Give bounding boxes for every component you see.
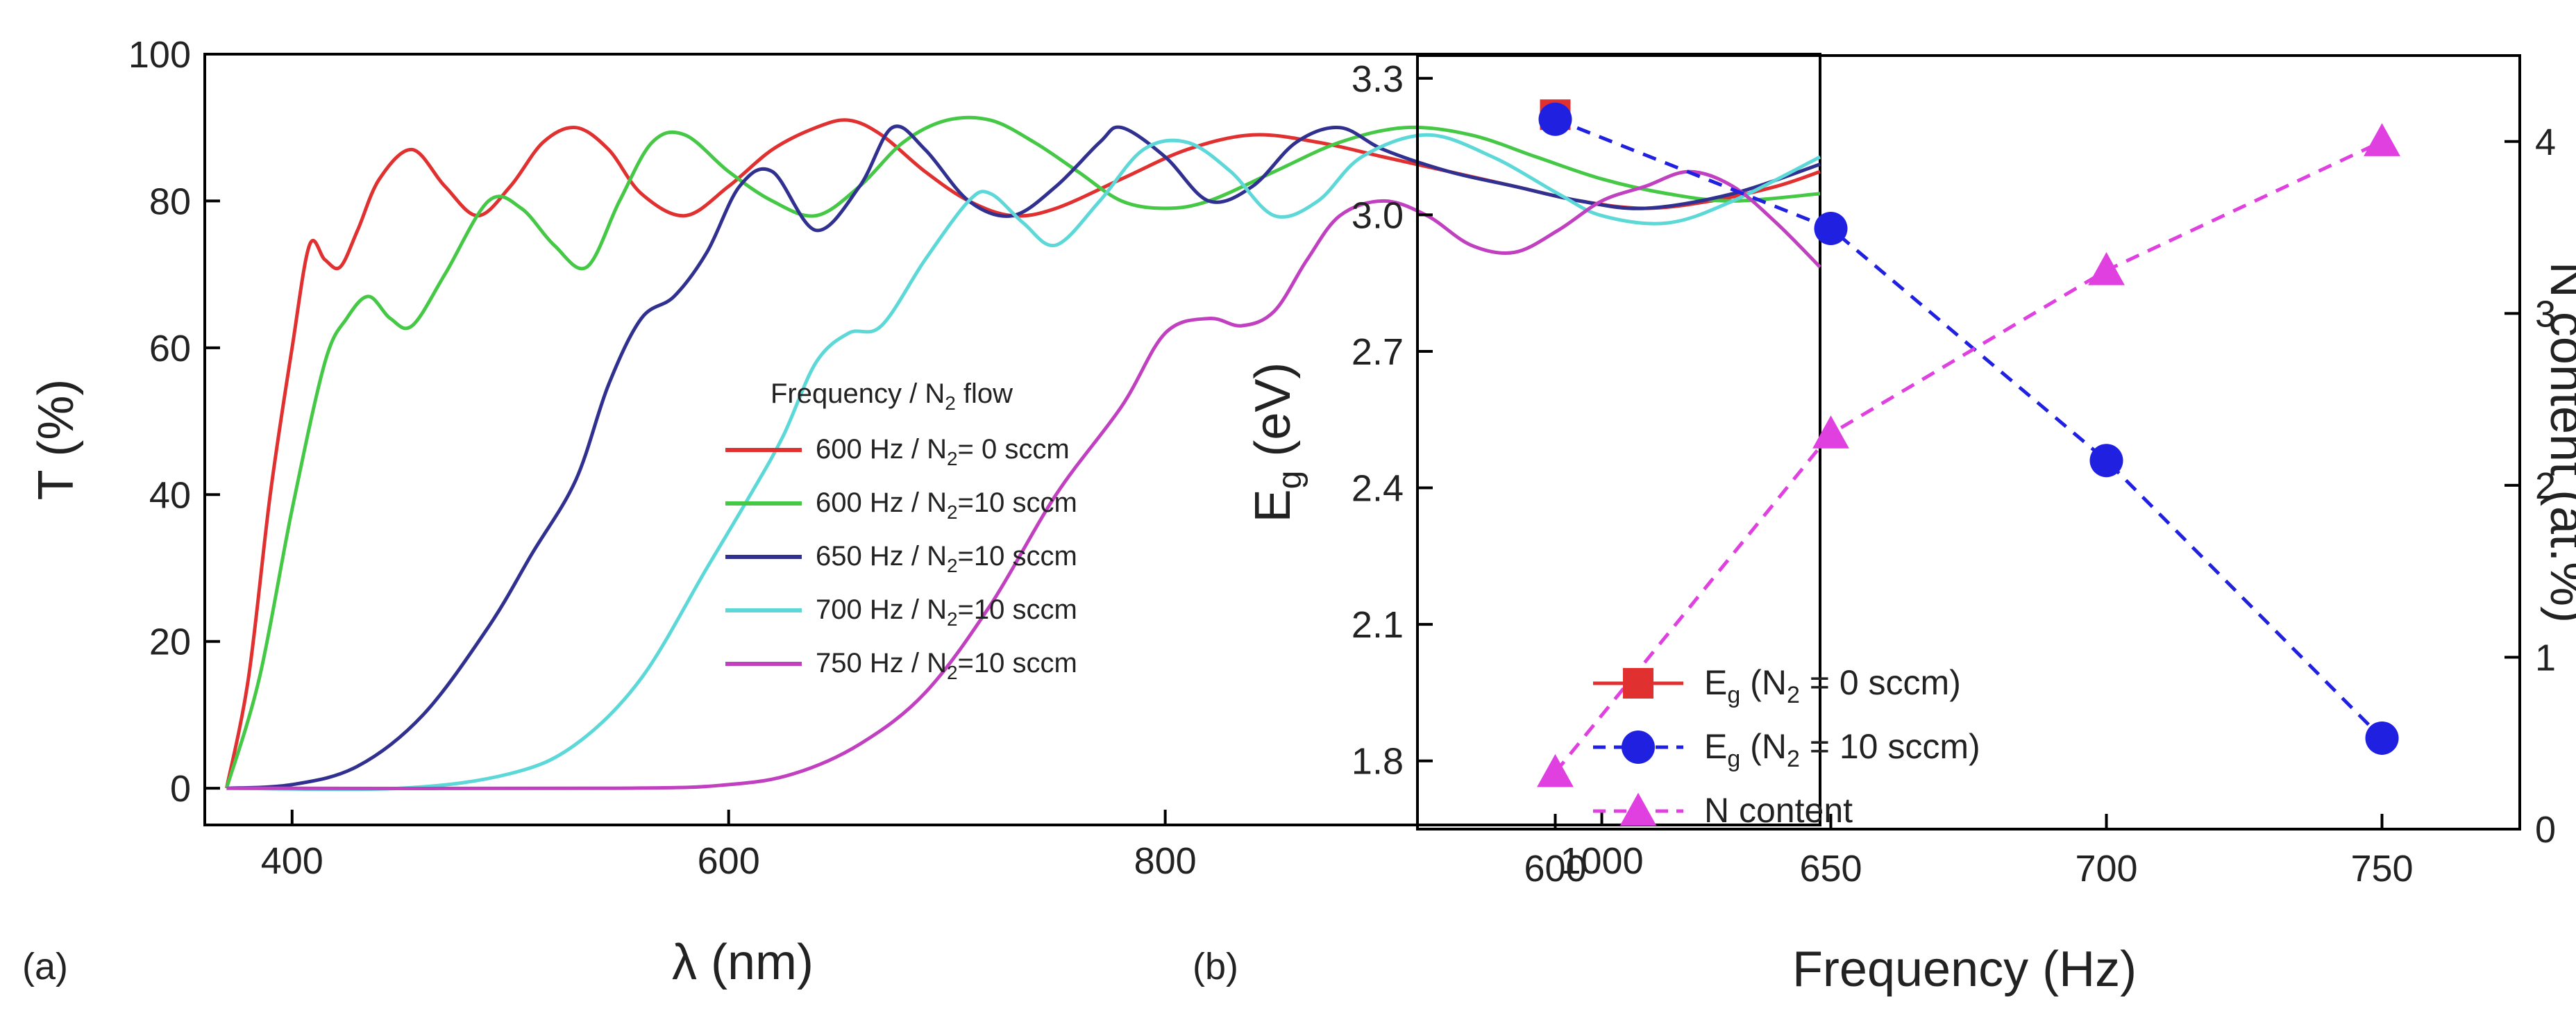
panel-b-y-tick-label: 3.3 [1352,58,1404,100]
panel-a-y-tick-label: 60 [149,328,191,369]
panel-b-legend-entry: Eg (N2 = 0 sccm) [1704,663,1961,708]
panel-b-legend-entry: Eg (N2 = 10 sccm) [1704,727,1980,772]
panel-b-plot-frame [1416,54,2521,831]
panel-b-x-tick-label: 650 [1799,848,1862,890]
panel-b-series-1-point [1538,102,1572,136]
panel-b-series-line-2 [1554,140,2383,774]
panel-b-series-2-point [1812,415,1849,449]
panel-a-y-tick-label: 40 [149,474,191,516]
panel-b-series [1537,99,2400,787]
panel-a-legend-entry: 600 Hz / N2= 0 sccm [816,434,1070,469]
panel-a-x-tick-label: 600 [698,840,760,882]
panel-b-x-ticks: 600 650 700 750 [1524,814,2414,890]
panel-a-legend: Frequency / N2 flow 600 Hz / N2= 0 sccm 6… [725,378,1077,683]
panel-b-legend-entry: N content [1704,791,1853,830]
panel-b-legend-marker [1623,668,1653,699]
panel-a-legend-entry: 600 Hz / N2=10 sccm [816,487,1077,523]
panel-b-y2-axis-title: N content (at.%) [2540,262,2576,623]
panel-b-y2-tick-label: 3 [2535,293,2556,335]
panel-b-y-tick-label: 2.1 [1352,604,1404,646]
panel-b-y-axis-title: Eg (eV) [1245,362,1308,523]
panel-b-y-tick-label: 2.4 [1352,468,1404,510]
panel-b-x-axis-title: Frequency (Hz) [1792,942,2137,997]
panel-b-series-1-point [2365,721,2399,755]
panel-a-x-tick-label: 800 [1134,840,1197,882]
panel-a-y-axis-title: T (%) [28,379,84,501]
panel-b-y2-tick-label: 4 [2535,122,2556,163]
panel-a-x-tick-label: 400 [261,840,323,882]
panel-b-series-line-1 [1554,117,2384,740]
panel-b-x-tick-label: 600 [1524,848,1586,890]
panel-b-x-tick-label: 700 [2075,848,2137,890]
panel-b-legend: Eg (N2 = 0 sccm) Eg (N2 = 10 sccm) N conte… [1593,663,1980,830]
panel-b-series-1-point [2089,444,2123,478]
panel-a-x-axis-title: λ (nm) [672,935,814,990]
panel-a-legend-entry: 700 Hz / N2=10 sccm [816,594,1077,630]
panel-b-y2-tick-label: 2 [2535,465,2556,507]
panel-a-y-tick-label: 100 [128,34,191,76]
panel-a-series-line-1 [225,115,1821,789]
panel-b-y2-ticks: 0 1 2 3 4 [2505,122,2556,851]
panel-b-chart: 600 650 700 750 1.8 2.1 2.4 2.7 3.0 3.3 0 1 2 3 4 Fr… [1193,54,2576,997]
panel-a-y-ticks: 0 20 40 60 80 100 [128,34,220,810]
panel-b-y-tick-label: 1.8 [1352,741,1404,783]
panel-a-series-line-2 [226,124,1821,790]
panel-a-legend-title: Frequency / N2 flow [771,378,1013,414]
panel-a-legend-entry: 750 Hz / N2=10 sccm [816,648,1077,683]
panel-a-series-line-4 [226,169,1821,790]
panel-b-series-2-point [1537,753,1574,787]
panel-b-legend-marker [1622,731,1655,764]
panel-a-x-tick-label: 1000 [1560,840,1643,882]
panel-b-y-tick-label: 3.0 [1352,194,1404,236]
panel-a-label: (a) [22,946,68,987]
panel-b-series-1-point [1814,212,1848,246]
panel-a-legend-entry: 650 Hz / N2=10 sccm [816,541,1077,576]
panel-b-y-tick-label: 2.7 [1352,331,1404,373]
panel-b-series-2-point [2364,123,2400,156]
panel-b-y-ticks: 1.8 2.1 2.4 2.7 3.0 3.3 [1352,58,1433,783]
panel-a-y-tick-label: 20 [149,621,191,663]
panel-b-y2-tick-label: 0 [2535,809,2556,851]
panel-b-x-tick-label: 750 [2350,848,2413,890]
panel-a-series-lines [224,115,1821,792]
panel-a-x-ticks: 400 600 800 1000 [261,810,1644,882]
panel-b-series-2-point [2088,252,2125,285]
panel-b-legend-marker [1619,792,1657,826]
panel-a-y-tick-label: 80 [149,181,191,222]
panel-a-series-line-3 [226,133,1821,792]
panel-b-label: (b) [1193,946,1238,987]
panel-a-y-tick-label: 0 [170,768,191,810]
panel-b-y2-tick-label: 1 [2535,637,2556,678]
